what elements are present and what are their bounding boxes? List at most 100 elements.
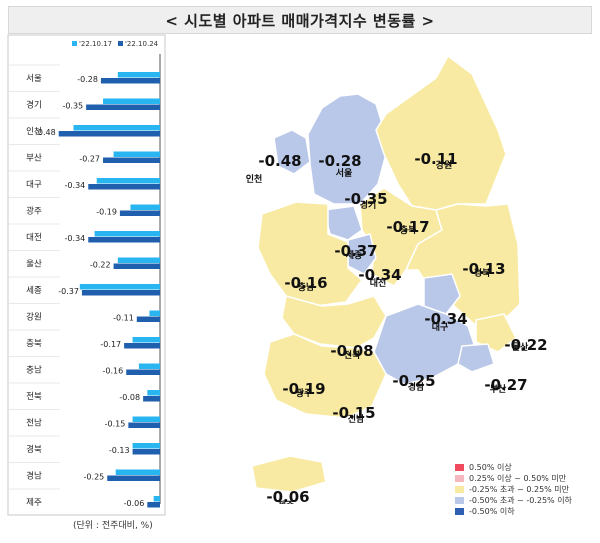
bar bbox=[143, 396, 160, 402]
region-name: 강원 bbox=[436, 159, 453, 171]
bar bbox=[128, 422, 160, 428]
region-shape bbox=[475, 313, 517, 353]
map-region-대구 bbox=[423, 273, 461, 315]
bar-chart: '22.10.17 '22.10.24 서울 -0.28 경기 -0.35 인천-0.48 부… bbox=[7, 34, 166, 516]
region-name: 광주 bbox=[296, 387, 313, 399]
category-label: 전북 bbox=[26, 391, 42, 402]
bar-group: 충남 -0.16 bbox=[8, 356, 160, 376]
category-label: 대구 bbox=[26, 180, 42, 190]
chart-title: < 시도별 아파트 매매가격지수 변동률 > bbox=[8, 6, 592, 34]
legend-label: '22.10.17 bbox=[79, 40, 112, 48]
legend-label: 0.50% 이상 bbox=[469, 463, 512, 472]
legend-swatch bbox=[455, 486, 464, 493]
bar-group: 경기 -0.35 bbox=[8, 91, 160, 111]
map-region-제주 bbox=[251, 455, 327, 493]
map-label-제주: -0.06제주 bbox=[266, 488, 309, 504]
data-label: -0.15 bbox=[105, 420, 126, 429]
region-shape bbox=[263, 333, 387, 419]
category-label: 경기 bbox=[26, 100, 42, 111]
legend-label: -0.50% 이하 bbox=[469, 507, 515, 516]
bar-group: 인천-0.48 bbox=[8, 117, 160, 137]
region-name: 인천 bbox=[246, 174, 263, 185]
map-region-울산 bbox=[475, 313, 517, 353]
bar-chart-frame bbox=[7, 34, 166, 516]
region-name: 충남 bbox=[298, 281, 315, 293]
legend-swatch bbox=[118, 41, 123, 46]
bar bbox=[115, 469, 160, 475]
data-label: -0.13 bbox=[109, 446, 130, 455]
category-label: 강원 bbox=[26, 312, 42, 323]
data-label: -0.37 bbox=[58, 287, 79, 296]
bar-group: 서울 -0.28 bbox=[8, 64, 160, 84]
map-legend-item: -0.50% 이하 bbox=[455, 506, 572, 517]
bar bbox=[79, 284, 160, 290]
bar bbox=[117, 72, 160, 78]
bar-group: 울산 -0.22 bbox=[8, 250, 160, 270]
map-region-부산 bbox=[457, 343, 495, 373]
region-name: 경북 bbox=[474, 267, 491, 279]
region-value: -0.35 bbox=[344, 190, 387, 208]
bar-group: 세종 -0.37 bbox=[8, 276, 160, 296]
region-value: -0.22 bbox=[504, 336, 547, 354]
legend-swatch bbox=[455, 508, 464, 515]
bar-group: 전북 -0.08 bbox=[8, 382, 160, 402]
region-shape bbox=[251, 455, 327, 493]
bar bbox=[113, 151, 160, 157]
bar bbox=[136, 316, 160, 322]
data-label: -0.48 bbox=[35, 128, 56, 137]
bar bbox=[138, 363, 160, 369]
map-region-인천 bbox=[273, 129, 311, 175]
map-legend-item: -0.25% 초과 ~ 0.25% 미만 bbox=[455, 484, 572, 495]
legend-label: 0.25% 이상 ~ 0.50% 미만 bbox=[469, 474, 567, 483]
bar bbox=[153, 496, 160, 502]
region-shape bbox=[307, 93, 387, 205]
category-label: 제주 bbox=[26, 498, 42, 508]
region-name: 제주 bbox=[278, 499, 295, 504]
legend-swatch bbox=[455, 497, 464, 504]
data-label: -0.28 bbox=[77, 75, 98, 84]
bar bbox=[103, 98, 160, 104]
bar-group: 충북 -0.17 bbox=[8, 329, 160, 349]
region-name: 세종 bbox=[346, 249, 363, 261]
data-label: -0.35 bbox=[62, 102, 83, 111]
bar-group: 광주 -0.19 bbox=[8, 197, 160, 217]
bar bbox=[86, 104, 160, 110]
region-name: 대구 bbox=[432, 321, 449, 333]
region-shape bbox=[457, 343, 495, 373]
region-shape bbox=[405, 203, 521, 325]
bar bbox=[119, 210, 160, 216]
map-region-강원 bbox=[375, 55, 507, 211]
bar bbox=[107, 475, 160, 481]
region-shape bbox=[323, 205, 363, 241]
bar bbox=[81, 290, 160, 296]
region-value: -0.28 bbox=[318, 152, 361, 170]
data-label: -0.22 bbox=[90, 261, 111, 270]
map-legend: 0.50% 이상 0.25% 이상 ~ 0.50% 미만 -0.25% 초과 ~ 0… bbox=[455, 462, 572, 517]
region-value: -0.37 bbox=[334, 242, 377, 260]
category-label: 서울 bbox=[26, 74, 42, 84]
region-value: -0.13 bbox=[462, 260, 505, 278]
legend-label: '22.10.24 bbox=[125, 40, 159, 48]
region-name: 충북 bbox=[400, 224, 417, 236]
region-value: -0.19 bbox=[282, 380, 325, 398]
data-label: -0.34 bbox=[65, 234, 86, 243]
region-shape bbox=[257, 201, 363, 307]
bar-group: 부산 -0.27 bbox=[8, 144, 160, 164]
region-shape bbox=[281, 295, 387, 349]
region-name: 울산 bbox=[512, 341, 529, 353]
bar-group: 제주 -0.06 bbox=[8, 488, 160, 508]
bar bbox=[132, 416, 160, 422]
legend-swatch bbox=[72, 41, 77, 46]
legend-label: -0.25% 초과 ~ 0.25% 미만 bbox=[469, 485, 570, 494]
category-label: 부산 bbox=[26, 153, 42, 164]
